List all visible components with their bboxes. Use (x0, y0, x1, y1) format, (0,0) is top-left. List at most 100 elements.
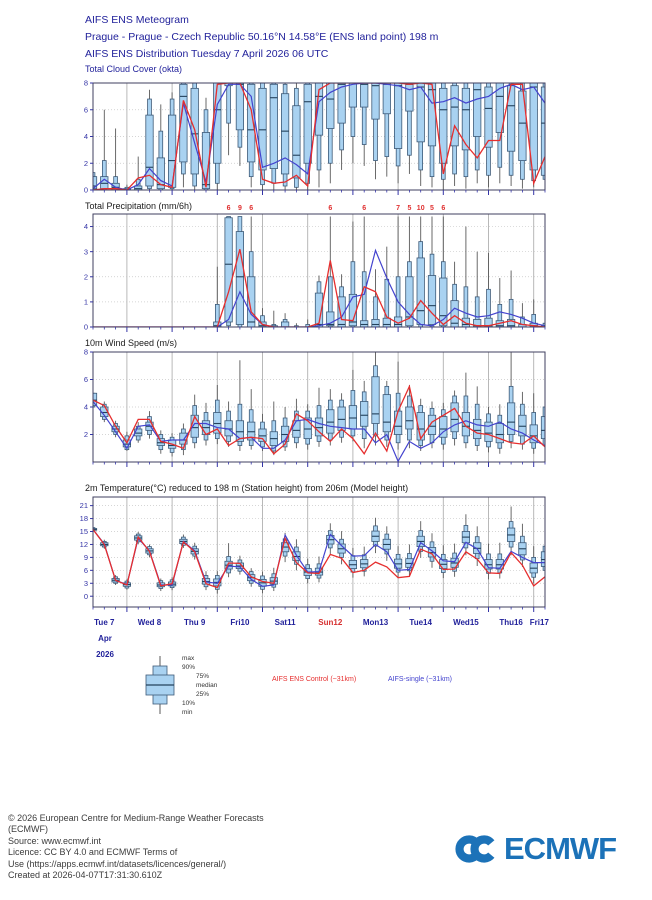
box-10-90 (520, 316, 525, 327)
box-25-75 (405, 276, 414, 327)
y-tick-label: 0 (84, 592, 88, 601)
box-25-75 (405, 83, 414, 112)
box-10-90 (531, 314, 536, 327)
box-25-75 (461, 412, 471, 437)
precip-max-label: 9 (238, 205, 242, 212)
box-25-75 (337, 296, 346, 327)
legend-percentile-label: max (182, 655, 195, 662)
box-25-75 (506, 402, 516, 435)
box-25-75 (134, 185, 143, 190)
legend-percentile-label: 90% (182, 664, 195, 671)
box-25-75 (450, 85, 459, 147)
day-label: Wed15 (453, 618, 479, 627)
panel-title-precipitation: Total Precipitation (mm/6h) (85, 201, 193, 211)
year-label: 2026 (96, 650, 114, 659)
header-location: Prague - Prague - Czech Republic 50.16°N… (85, 31, 439, 43)
aifs-single-line (93, 83, 545, 190)
day-label: Wed 8 (138, 618, 162, 627)
header-run-info: AIFS ENS Distribution Tuesday 7 April 20… (85, 48, 329, 60)
box-25-75 (518, 90, 527, 161)
footer-line-copyright: © 2026 European Centre for Medium-Range … (8, 813, 264, 823)
box-25-75 (529, 424, 538, 444)
y-tick-label: 2 (84, 272, 88, 281)
box-25-75 (484, 421, 493, 442)
day-label: Fri17 (530, 618, 550, 627)
y-tick-label: 15 (80, 527, 88, 536)
day-label: Mon13 (363, 618, 389, 627)
box-25-75 (450, 402, 459, 433)
box-10-90 (373, 296, 378, 327)
box-25-75 (314, 292, 324, 327)
box-25-75 (100, 176, 109, 190)
box-25-75 (314, 417, 324, 437)
box-25-75 (235, 231, 244, 325)
box-25-75 (495, 83, 504, 133)
box-25-75 (506, 319, 516, 327)
box-10-90 (350, 83, 356, 137)
legend-percentile-label: 25% (196, 691, 209, 698)
box-25-75 (292, 105, 301, 179)
y-tick-label: 2 (84, 159, 88, 168)
ecmwf-logo-text: ECMWF (504, 831, 617, 866)
box-25-75 (360, 401, 369, 427)
month-label: Apr (98, 634, 112, 643)
box-25-75 (371, 83, 380, 120)
box-25-75 (280, 93, 290, 175)
legend-percentile-label: 75% (196, 673, 209, 680)
day-label: Tue14 (409, 618, 432, 627)
y-tick-label: 21 (80, 501, 88, 510)
box-25-75 (382, 394, 391, 433)
box-25-75 (360, 83, 369, 108)
y-tick-label: 4 (84, 132, 88, 141)
y-tick-label: 4 (84, 222, 88, 231)
legend-control-label: AIFS ENS Control (~31km) (272, 676, 356, 683)
box-25-75 (393, 83, 403, 149)
panel-title-cloud-cover: Total Cloud Cover (okta) (85, 64, 183, 74)
box-25-75 (393, 410, 403, 435)
box-25-75 (314, 83, 324, 136)
box-25-75 (167, 114, 177, 188)
y-tick-label: 3 (84, 579, 88, 588)
box-25-75 (427, 414, 437, 435)
panel-title-temperature: 2m Temperature(°C) reduced to 198 m (Sta… (85, 483, 409, 493)
box-25-75 (213, 412, 222, 434)
box-25-75 (337, 406, 346, 431)
box-25-75 (235, 83, 244, 131)
precip-max-label: 6 (441, 205, 445, 212)
box-25-75 (326, 311, 335, 327)
ens-control-line (93, 249, 545, 327)
panel-title-wind-speed: 10m Wind Speed (m/s) (85, 338, 178, 348)
box-25-75 (303, 83, 312, 164)
box-10-90 (361, 271, 367, 327)
y-tick-label: 18 (80, 514, 88, 523)
box-25-75 (382, 317, 391, 327)
footer-line-use: Use (https://apps.ecmwf.int/datasets/lic… (8, 858, 227, 869)
box-25-75 (258, 87, 267, 171)
ens-control-line (93, 384, 545, 456)
legend-percentile-label: min (182, 709, 193, 716)
x-axis-labels: Tue 7 Wed 8 Thu 9 Fri10 Sat11 Sun12 Mon13 Tue14… (94, 618, 549, 659)
y-tick-label: 4 (84, 403, 88, 412)
box-25-75 (461, 87, 471, 151)
legend: max 90%75% median 25%10% min AIFS ENS Control… (145, 655, 452, 716)
day-label: Thu16 (499, 618, 523, 627)
box-25-75 (235, 420, 244, 442)
precip-max-label: 6 (328, 205, 332, 212)
box-25-75 (371, 376, 380, 424)
footer-line-ecmwf: (ECMWF) (8, 824, 48, 835)
panel-2: 2 4 6 8 (84, 348, 546, 467)
y-tick-label: 3 (84, 247, 88, 256)
y-tick-label: 8 (84, 348, 88, 357)
box-25-75 (269, 83, 278, 169)
box-25-75 (156, 157, 165, 190)
panel-0: 0 2 4 6 8 (84, 79, 546, 195)
box-25-75 (337, 83, 346, 124)
precip-max-label: 10 (417, 205, 425, 212)
box-25-75 (439, 87, 448, 164)
precip-max-label: 6 (249, 205, 253, 212)
y-tick-label: 2 (84, 430, 88, 439)
legend-single-label: AIFS-single (~31km) (388, 676, 452, 683)
y-tick-label: 12 (80, 540, 88, 549)
y-tick-label: 0 (84, 186, 88, 195)
